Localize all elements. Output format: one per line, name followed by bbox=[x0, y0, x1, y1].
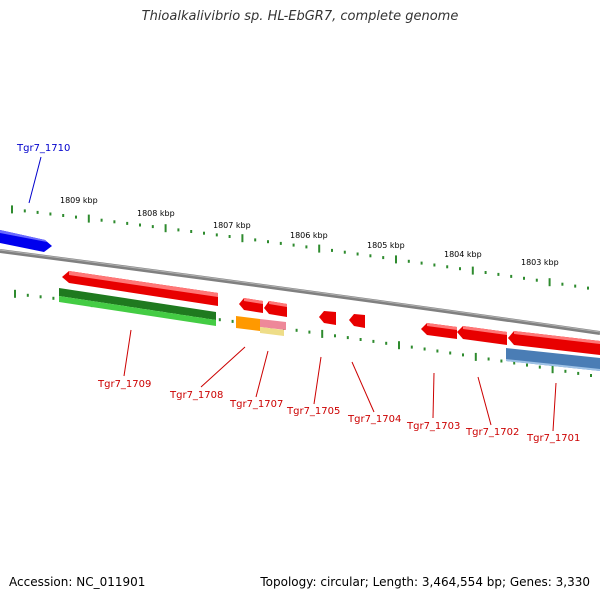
rna-feature[interactable] bbox=[59, 288, 216, 326]
kbp-label: 1805 kbp bbox=[367, 241, 405, 250]
gene-arrow-reverse[interactable] bbox=[508, 331, 600, 355]
gene-arrow-reverse[interactable] bbox=[319, 311, 336, 325]
gene-arrow-reverse[interactable] bbox=[349, 314, 365, 328]
gene-arrow-reverse[interactable] bbox=[421, 323, 457, 339]
accession-text: Accession: NC_011901 bbox=[9, 575, 146, 589]
gene-arrow-reverse[interactable] bbox=[62, 271, 218, 306]
kbp-label: 1803 kbp bbox=[521, 258, 559, 267]
leader-lines bbox=[123, 329, 557, 432]
kbp-label: 1807 kbp bbox=[213, 221, 251, 230]
gene-label-red[interactable]: Tgr7_1709 bbox=[97, 379, 151, 390]
gene-label-red[interactable]: Tgr7_1704 bbox=[347, 414, 401, 425]
genome-title: Thioalkalivibrio sp. HL-EbGR7, complete … bbox=[141, 9, 459, 24]
gene-label-red[interactable]: Tgr7_1701 bbox=[526, 433, 580, 444]
leader-line bbox=[28, 156, 42, 204]
gene-label-blue[interactable]: Tgr7_1710 bbox=[16, 143, 70, 154]
outer-tick-ring bbox=[11, 205, 589, 290]
other-feature[interactable] bbox=[506, 348, 600, 371]
kbp-label: 1806 kbp bbox=[290, 231, 328, 240]
gene-label-red[interactable]: Tgr7_1707 bbox=[229, 399, 283, 410]
gene-label-red[interactable]: Tgr7_1703 bbox=[406, 421, 460, 432]
gene-arrow-reverse[interactable] bbox=[239, 298, 263, 313]
gene-label-red[interactable]: Tgr7_1705 bbox=[286, 406, 340, 417]
gene-arrow-reverse[interactable] bbox=[457, 326, 507, 345]
kbp-label: 1809 kbp bbox=[60, 196, 98, 205]
gene-arrow-forward[interactable] bbox=[0, 230, 52, 252]
gene-arrow-reverse[interactable] bbox=[264, 301, 287, 317]
genome-summary: Topology: circular; Length: 3,464,554 bp… bbox=[260, 575, 590, 589]
gene-label-red[interactable]: Tgr7_1708 bbox=[169, 390, 223, 401]
kbp-label: 1804 kbp bbox=[444, 250, 482, 259]
gene-label-red[interactable]: Tgr7_1702 bbox=[465, 427, 519, 438]
kbp-label: 1808 kbp bbox=[137, 209, 175, 218]
other-feature[interactable] bbox=[236, 316, 286, 336]
genome-backbone bbox=[0, 249, 600, 335]
